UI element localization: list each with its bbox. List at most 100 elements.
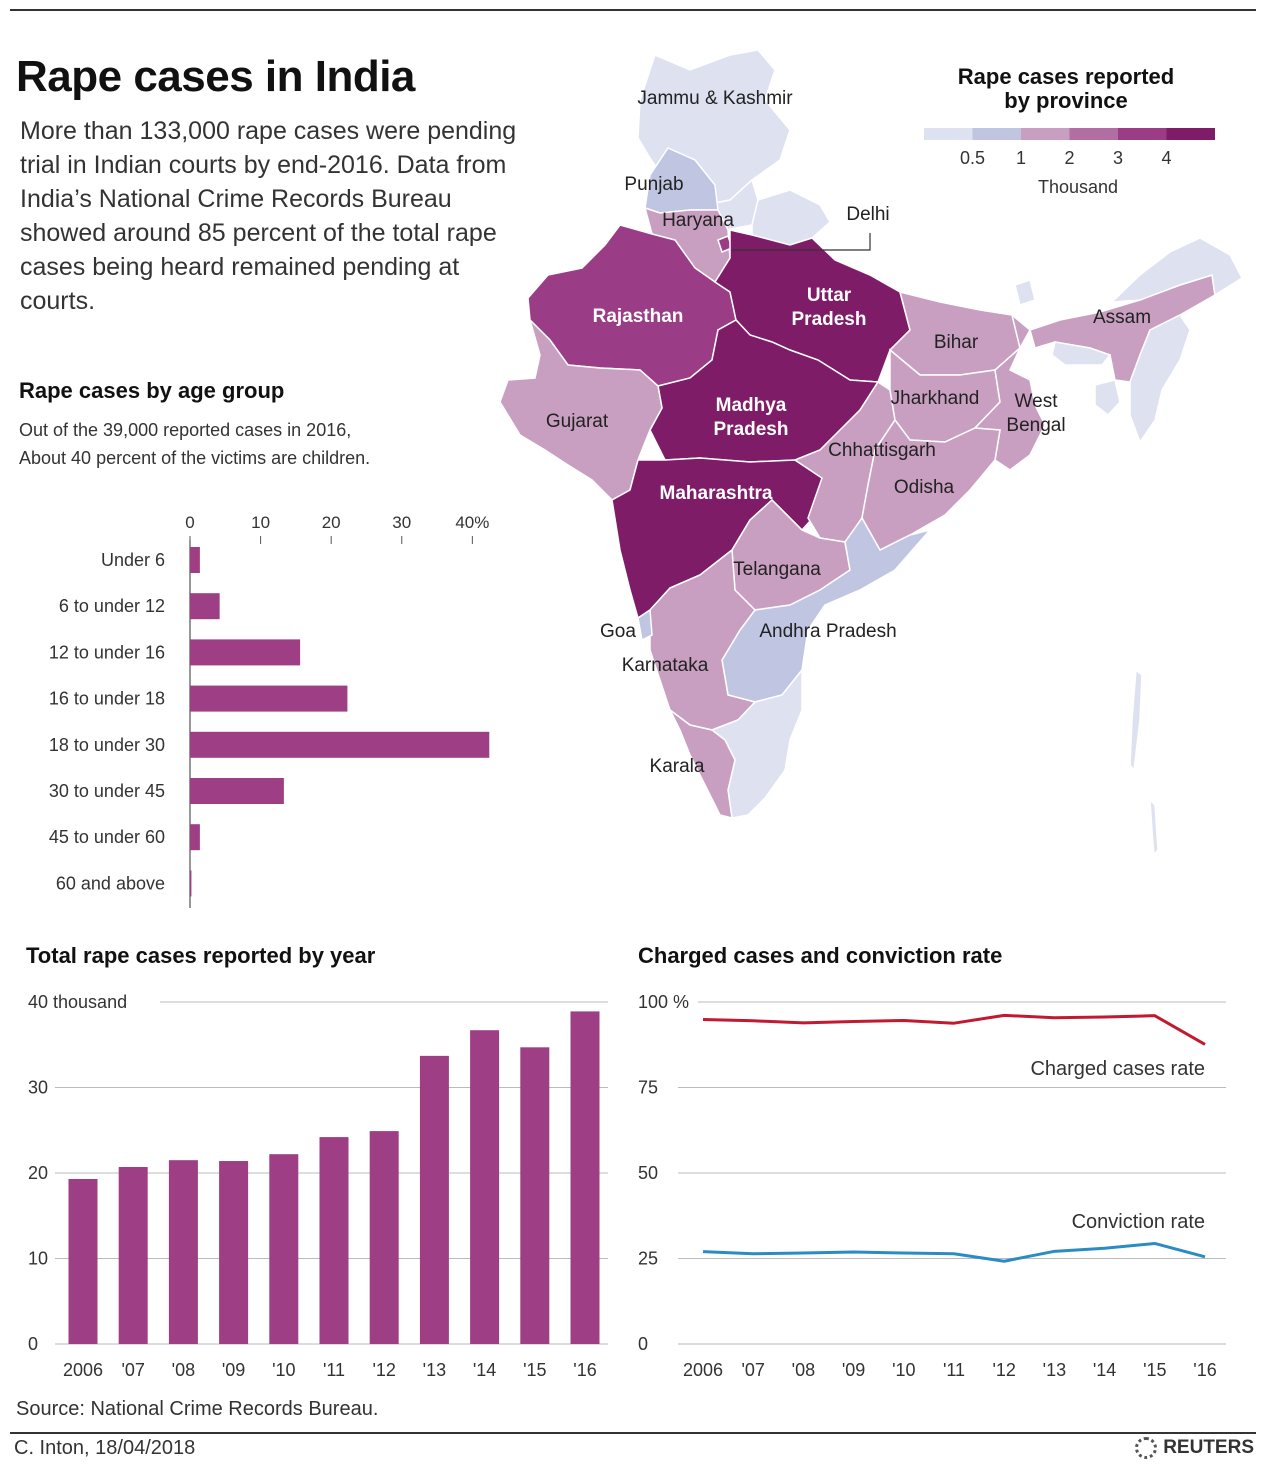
label-andhra-pradesh: Andhra Pradesh xyxy=(759,621,896,642)
year-y-tick-label: 10 xyxy=(28,1249,48,1269)
rate-x-tick-label: '13 xyxy=(1043,1360,1066,1380)
age-bar xyxy=(190,639,301,666)
andaman-islands xyxy=(1129,668,1143,772)
label-punjab: Punjab xyxy=(624,174,683,195)
legend-tick-label: 0.5 xyxy=(960,148,985,168)
label-maharashtra: Maharashtra xyxy=(660,483,773,504)
label-jammu-kashmir: Jammu & Kashmir xyxy=(637,88,793,109)
rate-x-tick-label: '12 xyxy=(992,1360,1015,1380)
label-west-bengal: Bengal xyxy=(1006,415,1065,436)
intro-text: More than 133,000 rape cases were pendin… xyxy=(20,117,517,315)
reuters-logo: REUTERS xyxy=(1135,1437,1254,1459)
state-west-bengal xyxy=(973,312,1046,471)
reuters-wordmark: REUTERS xyxy=(1163,1437,1254,1458)
year-bar xyxy=(269,1154,299,1344)
rate-x-tick-label: '09 xyxy=(842,1360,865,1380)
year-x-tick-label: '08 xyxy=(172,1360,195,1380)
year-x-tick-label: '11 xyxy=(323,1360,345,1380)
legend-swatch-2 xyxy=(1021,128,1070,140)
rate-y-tick-label: 0 xyxy=(638,1334,648,1354)
age-category-label: 30 to under 45 xyxy=(49,781,165,801)
label-goa: Goa xyxy=(600,621,636,642)
rate-x-tick-label: '08 xyxy=(792,1360,815,1380)
credit-line: C. Inton, 18/04/2018 xyxy=(14,1437,196,1459)
year-y-tick-label: 20 xyxy=(28,1163,48,1183)
age-bar xyxy=(190,824,200,851)
map-legend: Rape cases reported by province 0.5 1 2 3 4 … xyxy=(924,64,1215,197)
legend-swatch-1 xyxy=(972,128,1021,140)
age-bar xyxy=(190,593,220,620)
year-x-tick-label: 2006 xyxy=(63,1360,103,1380)
age-category-label: Under 6 xyxy=(101,550,165,570)
state-kerala xyxy=(669,709,736,819)
year-x-tick-label: '14 xyxy=(473,1360,496,1380)
rate-y-tick-label: 100 % xyxy=(638,992,689,1012)
legend-swatch-0 xyxy=(924,128,973,140)
map-legend-title-1: Rape cases reported xyxy=(958,64,1174,89)
rate-x-tick-label: '07 xyxy=(741,1360,764,1380)
rate-line-chart: 100 % 75 50 25 0 2006 '07 '08 '09 '10 '11 '12 '13 '14… xyxy=(638,992,1226,1380)
rate-chart-title: Charged cases and conviction rate xyxy=(638,943,1003,968)
year-bar-chart: 40 thousand 30 20 10 0 2006 '07 '08 '09 '10 '11 '12… xyxy=(28,992,608,1380)
age-bar xyxy=(190,731,490,758)
legend-tick-label: 3 xyxy=(1113,148,1123,168)
charged-cases-line xyxy=(702,1013,1206,1046)
legend-swatch-4 xyxy=(1118,128,1167,140)
year-chart-title: Total rape cases reported by year xyxy=(26,943,376,968)
legend-swatch-3 xyxy=(1069,128,1118,140)
state-sikkim xyxy=(1014,279,1036,306)
label-madhya-pradesh: Pradesh xyxy=(714,419,789,440)
age-category-label: 16 to under 18 xyxy=(49,689,165,709)
year-x-tick-label: '10 xyxy=(272,1360,295,1380)
label-karnataka: Karnataka xyxy=(622,655,709,676)
rate-y-tick-label: 50 xyxy=(638,1163,658,1183)
state-uttarakhand xyxy=(751,189,831,246)
label-delhi: Delhi xyxy=(846,204,889,225)
year-x-tick-label: '13 xyxy=(423,1360,446,1380)
rate-x-tick-label: '11 xyxy=(943,1360,965,1380)
label-chhattisgarh: Chhattisgarh xyxy=(828,440,936,461)
top-rule xyxy=(10,9,1256,11)
year-bar xyxy=(168,1160,198,1344)
age-category-label: 60 and above xyxy=(56,873,165,893)
year-x-tick-label: '16 xyxy=(573,1360,596,1380)
rate-y-tick-label: 25 xyxy=(638,1249,658,1269)
reuters-mark-icon xyxy=(1135,1437,1158,1459)
label-rajasthan: Rajasthan xyxy=(593,306,684,327)
rate-x-tick-label: '10 xyxy=(892,1360,915,1380)
legend-tick-label: 4 xyxy=(1161,148,1171,168)
delhi-leader-line xyxy=(732,233,871,251)
age-bar xyxy=(190,685,348,712)
year-y-tick-label: 40 thousand xyxy=(28,992,127,1012)
nicobar-islands xyxy=(1149,798,1159,857)
year-x-tick-label: '12 xyxy=(372,1360,395,1380)
rate-x-tick-label: 2006 xyxy=(683,1360,723,1380)
label-haryana: Haryana xyxy=(662,210,734,231)
year-x-tick-label: '07 xyxy=(121,1360,144,1380)
year-bar xyxy=(369,1131,399,1344)
year-bar xyxy=(118,1167,148,1344)
rate-x-tick-label: '15 xyxy=(1143,1360,1166,1380)
age-chart-title: Rape cases by age group xyxy=(19,378,285,403)
bottom-rule xyxy=(10,1432,1256,1434)
year-y-tick-label: 30 xyxy=(28,1078,48,1098)
source-note: Source: National Crime Records Bureau. xyxy=(16,1398,379,1420)
label-gujarat: Gujarat xyxy=(546,411,609,432)
year-bar xyxy=(419,1055,449,1344)
age-chart-subtitle-1: Out of the 39,000 reported cases in 2016… xyxy=(19,420,352,440)
label-kerala: Karala xyxy=(650,756,705,777)
state-goa xyxy=(637,608,653,642)
charged-cases-label: Charged cases rate xyxy=(1030,1058,1205,1080)
label-assam: Assam xyxy=(1093,307,1151,328)
age-bar xyxy=(190,778,284,804)
state-arunachal xyxy=(1109,237,1243,303)
india-map: Rape cases reported by province 0.5 1 2 3 4 … xyxy=(499,49,1243,857)
label-west: West xyxy=(1015,391,1059,412)
year-bar xyxy=(470,1030,500,1344)
year-bar xyxy=(219,1161,249,1344)
legend-tick-label: 2 xyxy=(1064,148,1074,168)
year-bar xyxy=(319,1137,349,1344)
state-northeast-east xyxy=(1129,314,1191,444)
year-x-tick-label: '15 xyxy=(523,1360,546,1380)
year-bar xyxy=(570,1011,600,1344)
